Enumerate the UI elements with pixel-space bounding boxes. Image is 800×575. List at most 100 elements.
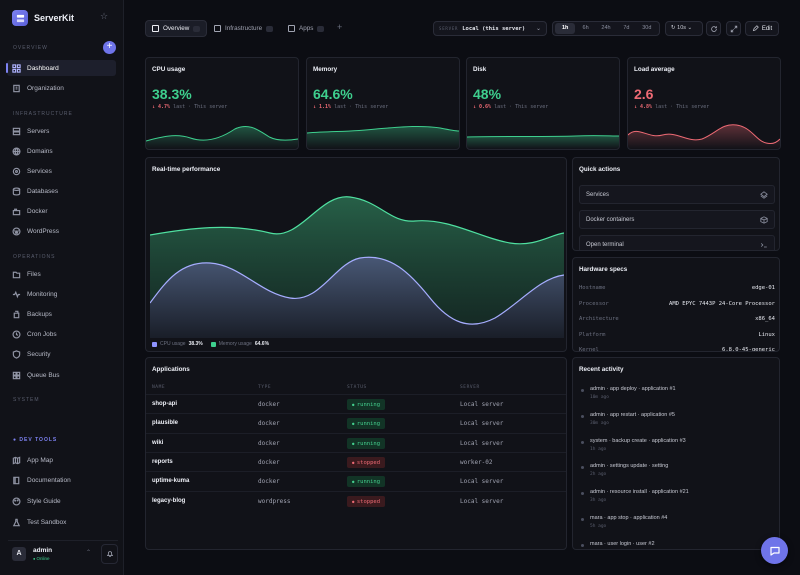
star-icon[interactable]: ☆	[100, 11, 109, 21]
grid-icon	[288, 25, 295, 32]
database-icon	[12, 186, 21, 196]
column-header-server[interactable]: SERVER	[460, 385, 480, 390]
column-header-name[interactable]: NAME	[152, 385, 166, 390]
range-6h[interactable]: 6h	[582, 25, 589, 31]
sidebar-item-queue-bus[interactable]: Queue Bus	[7, 367, 116, 383]
section-overview: OVERVIEW	[13, 45, 48, 51]
hardware-value: x86_64	[755, 316, 775, 322]
app-server: Local server	[460, 439, 504, 447]
sidebar-item-monitoring[interactable]: Monitoring	[7, 286, 116, 302]
kpi-value: 64.6%	[313, 86, 353, 102]
sidebar-item-label: App Map	[27, 456, 54, 464]
hardware-key: Kernel	[579, 347, 599, 352]
chat-button[interactable]	[761, 537, 788, 564]
kpi-sparkline	[307, 125, 459, 149]
sidebar-item-label: Cron Jobs	[27, 331, 57, 339]
range-24h[interactable]: 24h	[601, 25, 611, 31]
sidebar-item-services[interactable]: Services	[7, 163, 116, 179]
backup-icon	[12, 310, 21, 319]
sidebar-item-label: Documentation	[27, 477, 71, 485]
sidebar-item-dashboard[interactable]: Dashboard	[6, 60, 116, 76]
sidebar-item-databases[interactable]: Databases	[7, 183, 116, 199]
brand[interactable]: ServerKit	[12, 9, 74, 27]
sidebar-item-label: Domains	[27, 147, 53, 155]
time-range-selector: 1h 6h 24h 7d 30d	[552, 21, 660, 36]
sidebar-item-style-guide[interactable]: Style Guide	[7, 494, 116, 510]
tab-overview[interactable]: Overview	[145, 20, 208, 37]
user-menu[interactable]: A admin Online ⌃	[8, 540, 118, 566]
tab-apps[interactable]: Apps	[282, 20, 330, 37]
quick-action-docker[interactable]: Docker containers	[579, 210, 775, 229]
add-tab-button[interactable]: +	[337, 22, 343, 32]
sidebar-item-label: WordPress	[27, 227, 60, 235]
app-server: Local server	[460, 420, 504, 428]
activity-time: 1h ago	[590, 446, 607, 452]
kpi-card-memory: Memory 64.6% ↓ 1.1% last · This server	[306, 57, 460, 150]
notifications-button[interactable]	[101, 544, 118, 564]
hardware-row: Hostname edge-01	[579, 285, 775, 291]
sidebar-item-security[interactable]: Security	[7, 347, 116, 363]
legend-value-memory: 64.6%	[254, 341, 270, 347]
sidebar-item-backups[interactable]: Backups	[7, 306, 116, 322]
building-icon	[12, 84, 21, 93]
tab-infrastructure[interactable]: Infrastructure	[208, 20, 279, 37]
activity-item: admin · app deploy · application #1 10m a…	[579, 386, 775, 400]
sidebar-item-docker[interactable]: Docker	[7, 203, 116, 219]
edit-button[interactable]: Edit	[745, 21, 779, 36]
book-icon	[12, 476, 21, 485]
activity-item: mara · app stop · application #4 5h ago	[579, 515, 775, 529]
tab-badge	[317, 25, 325, 32]
hardware-value: edge-01	[751, 285, 775, 291]
column-header-type[interactable]: TYPE	[258, 385, 272, 390]
table-row[interactable]: shop-api docker running Local server	[146, 394, 566, 413]
table-row[interactable]: uptime-kuma docker running Local server	[146, 471, 566, 490]
range-1h[interactable]: 1h	[555, 23, 576, 34]
table-row[interactable]: wiki docker running Local server	[146, 432, 566, 452]
quick-action-label: Open terminal	[586, 241, 624, 248]
sidebar-item-wordpress[interactable]: WordPress	[7, 223, 116, 239]
range-7d[interactable]: 7d	[623, 25, 630, 31]
brand-name: ServerKit	[34, 13, 75, 23]
hardware-row: Architecture x86_64	[579, 316, 775, 322]
table-row[interactable]: reports docker stopped worker-02	[146, 451, 566, 471]
server-select[interactable]: SERVER Local (this server) ⌄	[433, 21, 547, 36]
activity-text: mara · app stop · application #4	[590, 515, 668, 521]
sidebar-item-files[interactable]: Files	[7, 266, 116, 282]
sidebar-item-domains[interactable]: Domains	[7, 143, 116, 159]
chevron-up-icon[interactable]: ⌃	[86, 550, 92, 556]
range-30d[interactable]: 30d	[642, 25, 652, 31]
app-name: uptime-kuma	[152, 478, 190, 485]
kpi-title: Memory	[313, 66, 338, 73]
refresh-button[interactable]	[706, 21, 721, 36]
sidebar-item-app-map[interactable]: App Map	[7, 452, 116, 468]
globe-icon	[12, 146, 21, 156]
app-server: Local server	[460, 401, 504, 408]
kpi-delta: ↓ 1.1% last · This server	[313, 104, 389, 110]
add-button[interactable]: +	[103, 41, 116, 54]
sidebar-item-servers[interactable]: Servers	[7, 123, 116, 139]
user-name: admin	[33, 547, 53, 554]
column-header-status[interactable]: STATUS	[347, 385, 367, 390]
avatar: A	[12, 547, 26, 561]
refresh-interval-select[interactable]: ↻ 10s ⌄	[665, 21, 703, 36]
expand-button[interactable]	[726, 21, 741, 36]
kpi-delta: ↓ 0.6% last · This server	[473, 104, 549, 110]
table-row[interactable]: legacy-blog wordpress stopped Local server	[146, 490, 566, 510]
services-icon	[12, 167, 21, 176]
kpi-delta: ↓ 4.7% last · This server	[152, 104, 228, 110]
table-row[interactable]: plausible docker running Local server	[146, 413, 566, 432]
sidebar-item-documentation[interactable]: Documentation	[7, 473, 116, 489]
sidebar-item-cron-jobs[interactable]: Cron Jobs	[7, 327, 116, 343]
quick-action-services[interactable]: Services	[579, 185, 775, 204]
sidebar-item-label: Test Sandbox	[27, 518, 67, 526]
sidebar-item-test-sandbox[interactable]: Test Sandbox	[7, 514, 116, 530]
chevron-down-icon: ⌄	[535, 26, 541, 32]
sidebar-item-organization[interactable]: Organization	[7, 80, 116, 96]
panel-title: Recent activity	[579, 366, 624, 373]
serverkit-logo-icon	[12, 10, 28, 26]
activity-text: admin · app restart · application #5	[590, 411, 675, 418]
edit-label: Edit	[761, 25, 773, 32]
performance-chart	[150, 196, 564, 338]
quick-action-terminal[interactable]: Open terminal	[579, 235, 775, 250]
folder-icon	[12, 270, 21, 279]
